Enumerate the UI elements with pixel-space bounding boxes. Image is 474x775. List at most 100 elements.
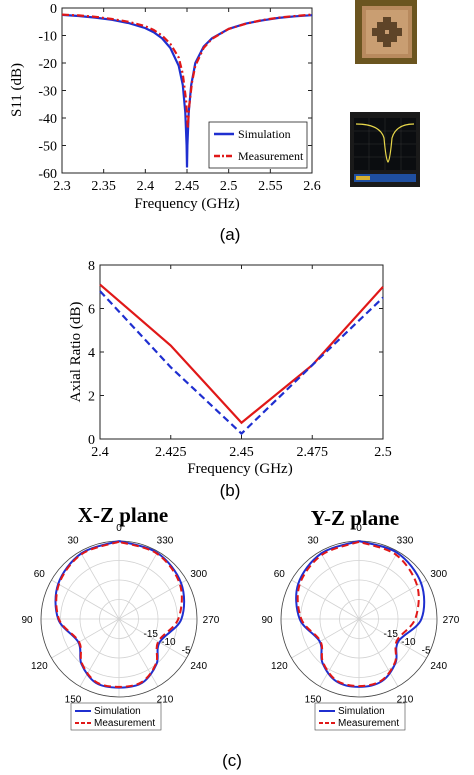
axial-plot-frame (99, 264, 384, 440)
x-tick-label: 2.5 (374, 445, 392, 460)
s11-chart: 2.3 2.35 2.4 2.45 2.5 2.55 2.6 0 -10 -20 -30 -40 -5… (9, 2, 321, 212)
x-tick-label: 2.4 (137, 179, 155, 194)
series-line-1 (61, 13, 313, 130)
x-tick-label: 2.425 (155, 445, 187, 460)
yz-legend: Simulation Measurement (314, 702, 406, 731)
y-tick-label: 8 (88, 259, 95, 274)
s11-y-axis-label: S11 (dB) (9, 63, 25, 117)
polar-radial-label: -5 (422, 645, 431, 656)
polar-grid-spoke (79, 551, 120, 620)
polar-grid-spoke (118, 618, 187, 659)
polar-angle-label: 150 (65, 695, 82, 706)
polar-angle-label: 300 (430, 569, 447, 580)
y-tick-label: 2 (88, 390, 95, 405)
axial-y-ticks: 0 2 4 6 8 (88, 259, 383, 448)
s11-x-ticks: 2.3 2.35 2.4 2.45 2.5 2.55 2.6 (53, 8, 321, 194)
y-tick-label: -20 (38, 57, 57, 72)
polar-angle-label: 90 (261, 615, 273, 626)
polar-angle-label: 0 (356, 523, 362, 534)
polar-angle-label: 150 (305, 695, 322, 706)
polar-angle-label: 90 (21, 615, 33, 626)
polar-angle-label: 0 (116, 523, 122, 534)
polar-angle-label: 60 (34, 569, 46, 580)
x-tick-label: 2.6 (303, 179, 321, 194)
y-tick-label: 6 (88, 303, 95, 318)
y-tick-label: 0 (88, 433, 95, 448)
polar-radial-label: -15 (143, 629, 158, 640)
y-tick-label: -30 (38, 85, 57, 100)
polar-angle-label: 30 (307, 535, 319, 546)
y-tick-label: -40 (38, 112, 57, 127)
polar-grid-spoke (118, 579, 187, 620)
xz-plane-title: X-Z plane (78, 503, 168, 527)
polar-series-0 (54, 540, 186, 689)
xz-legend-box (70, 702, 162, 731)
axial-x-axis-label: Frequency (GHz) (187, 461, 292, 477)
polar-angle-label: 240 (190, 661, 207, 672)
y-tick-label: -60 (38, 167, 57, 182)
polar-grid-spoke (51, 618, 120, 659)
y-tick-label: -50 (38, 140, 57, 155)
y-tick-label: 4 (88, 346, 95, 361)
polar-grid-spoke (358, 618, 427, 659)
polar-angle-label: 270 (443, 615, 460, 626)
s11-legend-box (208, 121, 308, 169)
polar-angle-label: 300 (190, 569, 207, 580)
xz-legend: Simulation Measurement (70, 702, 162, 731)
series-line-1 (99, 290, 384, 436)
yz-legend-measurement-label: Measurement (338, 718, 399, 729)
axial-y-axis-label: Axial Ratio (dB) (68, 302, 84, 403)
polar-grid-spoke (319, 618, 360, 687)
polar-grid-spoke (118, 551, 159, 620)
polar-angle-label: 120 (31, 661, 48, 672)
polar-angle-label: 60 (274, 569, 286, 580)
polar-angle-label: 120 (271, 661, 288, 672)
polar-series-1 (296, 540, 420, 688)
axial-x-ticks: 2.4 2.425 2.45 2.475 2.5 (91, 265, 392, 460)
xz-legend-simulation-label: Simulation (94, 706, 141, 717)
s11-legend: Simulation Measurement (208, 121, 308, 169)
x-tick-label: 2.45 (229, 445, 254, 460)
y-tick-label: 0 (50, 2, 57, 17)
x-tick-label: 2.35 (91, 179, 116, 194)
xz-polar-plot: 0306090120150180210240270300330-15-10-5 (21, 523, 219, 718)
axial-ratio-chart: 2.4 2.425 2.45 2.475 2.5 0 2 4 6 8 Frequency (GH… (68, 259, 392, 477)
xz-legend-measurement-label: Measurement (94, 718, 155, 729)
polar-grid-spoke (319, 551, 360, 620)
x-tick-label: 2.5 (220, 179, 238, 194)
antenna-photo (355, 0, 417, 64)
polar-grid-spoke (291, 579, 360, 620)
s11-series (61, 13, 313, 168)
yz-plane-title: Y-Z plane (311, 506, 400, 530)
x-tick-label: 2.45 (175, 179, 200, 194)
polar-grid-spoke (118, 618, 159, 687)
polar-angle-label: 210 (397, 695, 414, 706)
polar-grid-spoke (51, 579, 120, 620)
polar-radial-label: -5 (182, 645, 191, 656)
caption-b: (b) (220, 481, 241, 500)
y-tick-label: -10 (38, 30, 57, 45)
polar-radial-label: -10 (161, 637, 176, 648)
polar-series-1 (55, 540, 183, 688)
s11-legend-simulation-label: Simulation (238, 127, 291, 141)
x-tick-label: 2.55 (258, 179, 283, 194)
polar-grid-spoke (358, 618, 399, 687)
x-tick-label: 2.3 (53, 179, 71, 194)
series-line-0 (99, 283, 384, 425)
caption-a: (a) (220, 225, 241, 244)
yz-legend-simulation-label: Simulation (338, 706, 385, 717)
polar-grid-spoke (358, 579, 427, 620)
polar-grid-spoke (291, 618, 360, 659)
polar-radial-label: -15 (383, 629, 398, 640)
s11-y-ticks: 0 -10 -20 -30 -40 -50 -60 (38, 2, 312, 182)
polar-angle-label: 270 (203, 615, 220, 626)
polar-grid-spoke (358, 551, 399, 620)
s11-legend-measurement-label: Measurement (238, 149, 304, 163)
x-tick-label: 2.4 (91, 445, 109, 460)
network-analyzer-photo (350, 112, 420, 187)
polar-angle-label: 330 (157, 535, 174, 546)
yz-polar-plot: 0306090120150180210240270300330-15-10-5 (261, 523, 459, 718)
polar-angle-label: 30 (67, 535, 79, 546)
x-tick-label: 2.475 (297, 445, 329, 460)
